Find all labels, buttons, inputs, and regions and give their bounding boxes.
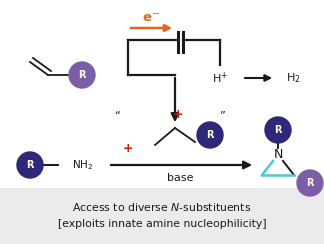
Text: H$_2$: H$_2$	[286, 71, 300, 85]
Text: NH$_2$: NH$_2$	[72, 158, 93, 172]
Text: Access to diverse $N$-substituents: Access to diverse $N$-substituents	[72, 201, 252, 213]
Text: R: R	[206, 130, 214, 140]
Circle shape	[265, 117, 291, 143]
Circle shape	[17, 152, 43, 178]
Text: R: R	[306, 178, 314, 188]
Text: base: base	[167, 173, 193, 183]
Circle shape	[197, 122, 223, 148]
Text: R: R	[26, 160, 34, 170]
Circle shape	[297, 170, 323, 196]
Text: +: +	[123, 142, 133, 154]
Text: [exploits innate amine nucleophilicity]: [exploits innate amine nucleophilicity]	[58, 219, 266, 229]
FancyBboxPatch shape	[0, 188, 324, 244]
Text: ”: ”	[219, 110, 225, 120]
Text: e$^{-}$: e$^{-}$	[142, 11, 160, 24]
Text: N: N	[273, 149, 283, 162]
Text: R: R	[78, 70, 86, 80]
Text: R: R	[274, 125, 282, 135]
Text: H$^{+}$: H$^{+}$	[212, 70, 228, 86]
Circle shape	[69, 62, 95, 88]
Text: “: “	[115, 110, 121, 120]
Text: +: +	[173, 109, 183, 122]
